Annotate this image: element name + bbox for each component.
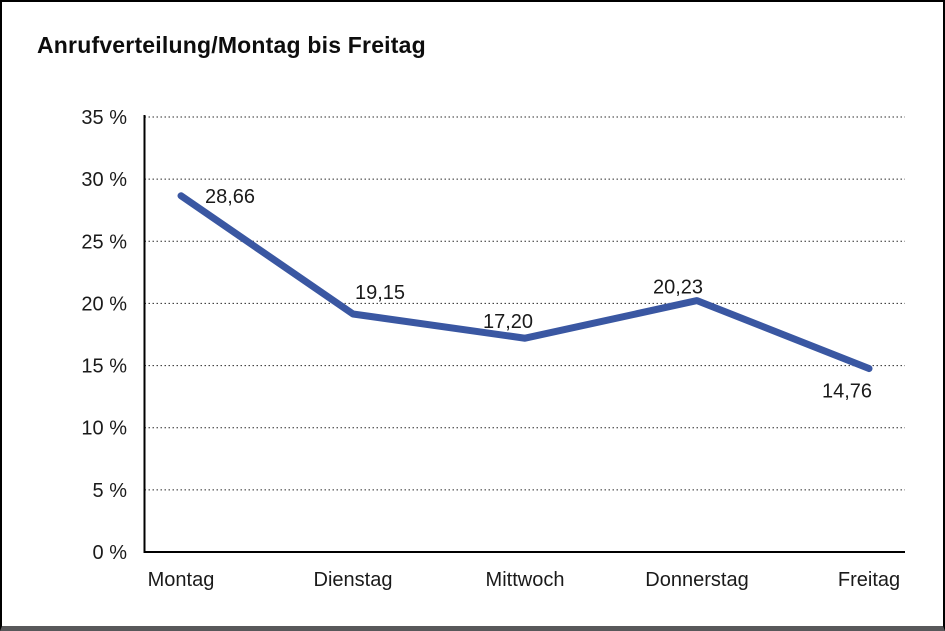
y-tick-label: 25 % — [81, 231, 127, 253]
y-tick-label: 30 % — [81, 169, 127, 191]
y-tick-label: 20 % — [81, 293, 127, 315]
data-point-label: 20,23 — [653, 277, 703, 299]
y-tick-label: 10 % — [81, 418, 127, 440]
y-tick-label: 15 % — [81, 356, 127, 378]
data-point-label: 28,66 — [205, 186, 255, 208]
data-point-label: 19,15 — [355, 282, 405, 304]
x-axis-label: Dienstag — [314, 569, 393, 591]
chart-title: Anrufverteilung/Montag bis Freitag — [37, 32, 426, 58]
data-point-label: 17,20 — [483, 311, 533, 333]
x-axis-label: Donnerstag — [645, 569, 748, 591]
y-tick-label: 35 % — [81, 107, 127, 129]
series-line — [177, 192, 873, 373]
x-axis-label: Mittwoch — [486, 569, 565, 591]
y-tick-label: 0 % — [93, 542, 128, 564]
x-axis-label: Freitag — [838, 569, 900, 591]
data-point-label: 14,76 — [822, 381, 872, 403]
x-axis-label: Montag — [148, 569, 215, 591]
y-tick-label: 5 % — [93, 480, 128, 502]
